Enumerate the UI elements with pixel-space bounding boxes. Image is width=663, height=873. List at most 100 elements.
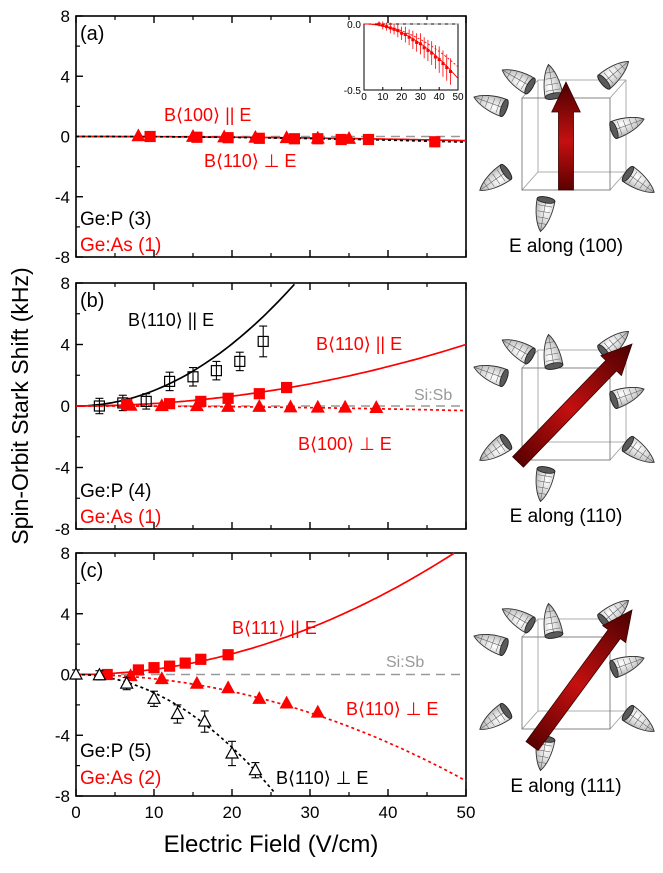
electric-field-arrow-icon bbox=[525, 609, 633, 752]
annotation-b-sisb: Si:Sb bbox=[414, 387, 452, 404]
ellipsoid-cap bbox=[524, 77, 536, 95]
inset-data-point bbox=[407, 35, 411, 39]
inset-data-point bbox=[448, 70, 452, 74]
legend-b-gep: Ge:P (4) bbox=[80, 481, 151, 502]
data-point-triangle bbox=[154, 671, 169, 685]
data-point-triangle bbox=[283, 399, 298, 413]
data-point-triangle bbox=[146, 691, 162, 704]
y-tick-label: -4 bbox=[55, 726, 70, 745]
annotation-b-gep-b110-par: B⟨110⟩ || E bbox=[128, 310, 214, 330]
inset-data-point bbox=[441, 62, 445, 66]
annotation-a-b100-par: B⟨100⟩ || E bbox=[164, 105, 251, 125]
data-point-triangle bbox=[338, 399, 353, 413]
cube-caption-100: E along (100) bbox=[509, 236, 623, 257]
valley-ellipsoid-icon bbox=[543, 333, 564, 370]
ellipsoid-cap bbox=[524, 616, 536, 634]
panel-label-a: (a) bbox=[80, 23, 104, 45]
y-tick-label: -8 bbox=[55, 787, 70, 806]
ellipsoid-cap bbox=[621, 705, 635, 721]
ellipsoid-mesh bbox=[548, 604, 555, 636]
ellipsoid-mesh bbox=[474, 97, 505, 109]
ellipsoid-cap bbox=[621, 166, 635, 182]
annotation-c-sisb: Si:Sb bbox=[386, 654, 424, 671]
cube-front-face bbox=[521, 636, 611, 730]
inset-data-point bbox=[396, 29, 400, 33]
data-point-triangle bbox=[189, 398, 204, 412]
data-point-square bbox=[335, 133, 347, 146]
data-point-triangle bbox=[197, 713, 212, 727]
data-point-square bbox=[429, 136, 441, 148]
ellipsoid-mesh bbox=[627, 712, 654, 731]
ellipsoid-mesh bbox=[474, 367, 505, 379]
ellipsoid-mesh bbox=[480, 441, 507, 460]
valley-ellipsoid-icon bbox=[621, 436, 655, 463]
inset-data-point bbox=[426, 48, 430, 52]
inset-x-tick-label: 10 bbox=[377, 92, 389, 103]
valley-ellipsoid-icon bbox=[501, 69, 536, 95]
ellipsoid-cap bbox=[499, 434, 513, 450]
ellipsoid-cap bbox=[609, 391, 619, 409]
ellipsoid-mesh bbox=[548, 65, 555, 97]
ellipsoid-cap bbox=[621, 436, 635, 452]
ellipsoid-mesh bbox=[480, 171, 507, 190]
data-point-square bbox=[132, 664, 144, 676]
fit-curve-1-0 bbox=[76, 283, 296, 407]
axes-layer: -8 -4 0 4 8 -8 -4 0 4 8 -8 -4 0 4 8 0 10 20 30 40 50 bbox=[55, 7, 476, 822]
inset-data-point bbox=[403, 33, 407, 37]
data-point-triangle bbox=[310, 704, 325, 718]
cube-edge bbox=[521, 171, 539, 191]
data-point-square bbox=[210, 365, 222, 377]
inset-x-tick-label: 50 bbox=[452, 92, 464, 103]
y-tick-label: -4 bbox=[55, 459, 70, 478]
inset-data-point bbox=[437, 58, 441, 62]
valley-ellipsoid-icon bbox=[479, 164, 513, 191]
cube-caption-111: E along (111) bbox=[510, 776, 621, 797]
ellipsoid-cap bbox=[597, 74, 611, 90]
data-point-square bbox=[179, 657, 191, 669]
annotation-b-b100-perp: B⟨100⟩ ⊥ E bbox=[298, 434, 392, 454]
inset-data-point bbox=[381, 23, 385, 27]
arrow-shape bbox=[551, 81, 581, 191]
data-point-square bbox=[253, 132, 265, 144]
ellipsoid-cap bbox=[499, 99, 509, 117]
data-point-square bbox=[234, 355, 246, 368]
ellipsoid-mesh bbox=[548, 335, 555, 367]
x-tick-label: 10 bbox=[145, 803, 164, 822]
y-tick-label: 4 bbox=[61, 605, 70, 624]
ellipsoid-mesh bbox=[540, 199, 547, 231]
inset-panel-a: 0 10 20 30 40 50 0.0 -0.5 bbox=[344, 20, 464, 103]
ellipsoid-cap bbox=[499, 369, 509, 387]
ellipsoid-mesh bbox=[540, 469, 547, 501]
legend-a-gep: Ge:P (3) bbox=[80, 209, 151, 230]
data-point-square bbox=[195, 653, 207, 665]
data-point-triangle bbox=[68, 666, 84, 680]
data-point-square bbox=[187, 371, 199, 383]
crystal-cube-2 bbox=[473, 599, 655, 772]
y-tick-label: 8 bbox=[61, 274, 70, 293]
data-point-square bbox=[253, 388, 265, 400]
data-point-square bbox=[164, 375, 176, 387]
ellipsoid-cap bbox=[499, 164, 513, 180]
ellipsoid-mesh bbox=[613, 389, 644, 401]
x-tick-label: 20 bbox=[223, 803, 242, 822]
inset-x-tick-label: 40 bbox=[434, 92, 446, 103]
data-point-triangle bbox=[224, 745, 240, 759]
data-point-triangle bbox=[154, 398, 169, 412]
ellipsoid-cap bbox=[499, 638, 509, 656]
inset-data-point bbox=[430, 51, 434, 55]
valley-ellipsoid-icon bbox=[479, 434, 513, 461]
ellipsoid-mesh bbox=[503, 340, 531, 357]
ellipsoid-mesh bbox=[627, 173, 654, 192]
valley-ellipsoid-icon bbox=[609, 655, 645, 678]
arrow-shape bbox=[525, 609, 633, 752]
panel-label-c: (c) bbox=[80, 560, 103, 582]
data-point-triangle bbox=[310, 399, 325, 413]
ellipsoid-mesh bbox=[627, 443, 654, 462]
valley-ellipsoid-icon bbox=[543, 602, 564, 639]
y-tick-label: 0 bbox=[61, 128, 70, 147]
y-tick-label: 0 bbox=[61, 397, 70, 416]
valley-ellipsoid-icon bbox=[609, 116, 645, 139]
ellipsoid-mesh bbox=[503, 70, 531, 87]
ellipsoid-mesh bbox=[603, 331, 628, 353]
valley-ellipsoid-icon bbox=[479, 703, 513, 730]
